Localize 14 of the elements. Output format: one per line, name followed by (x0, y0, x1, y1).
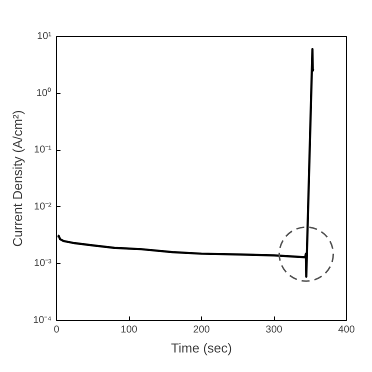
y-axis-title: Current Density (A/cm²) (10, 110, 26, 247)
y-tick-label: 10⁰ (36, 86, 52, 99)
y-tick-label: 10⁻³ (34, 258, 52, 270)
x-tick-label: 200 (193, 324, 210, 336)
x-tick-label: 100 (120, 324, 138, 336)
y-tick-label: 10¹ (37, 31, 52, 42)
y-tick-label: 10⁻¹ (34, 144, 52, 156)
x-tick-label: 0 (54, 324, 60, 336)
x-tick-label: 400 (338, 324, 356, 336)
x-tick-label: 300 (266, 324, 283, 336)
line-series (57, 48, 314, 278)
y-tick-label: 10⁻⁴ (33, 315, 52, 326)
x-axis-title: Time (sec) (171, 340, 232, 356)
y-tick-label: 10⁻² (34, 201, 52, 212)
